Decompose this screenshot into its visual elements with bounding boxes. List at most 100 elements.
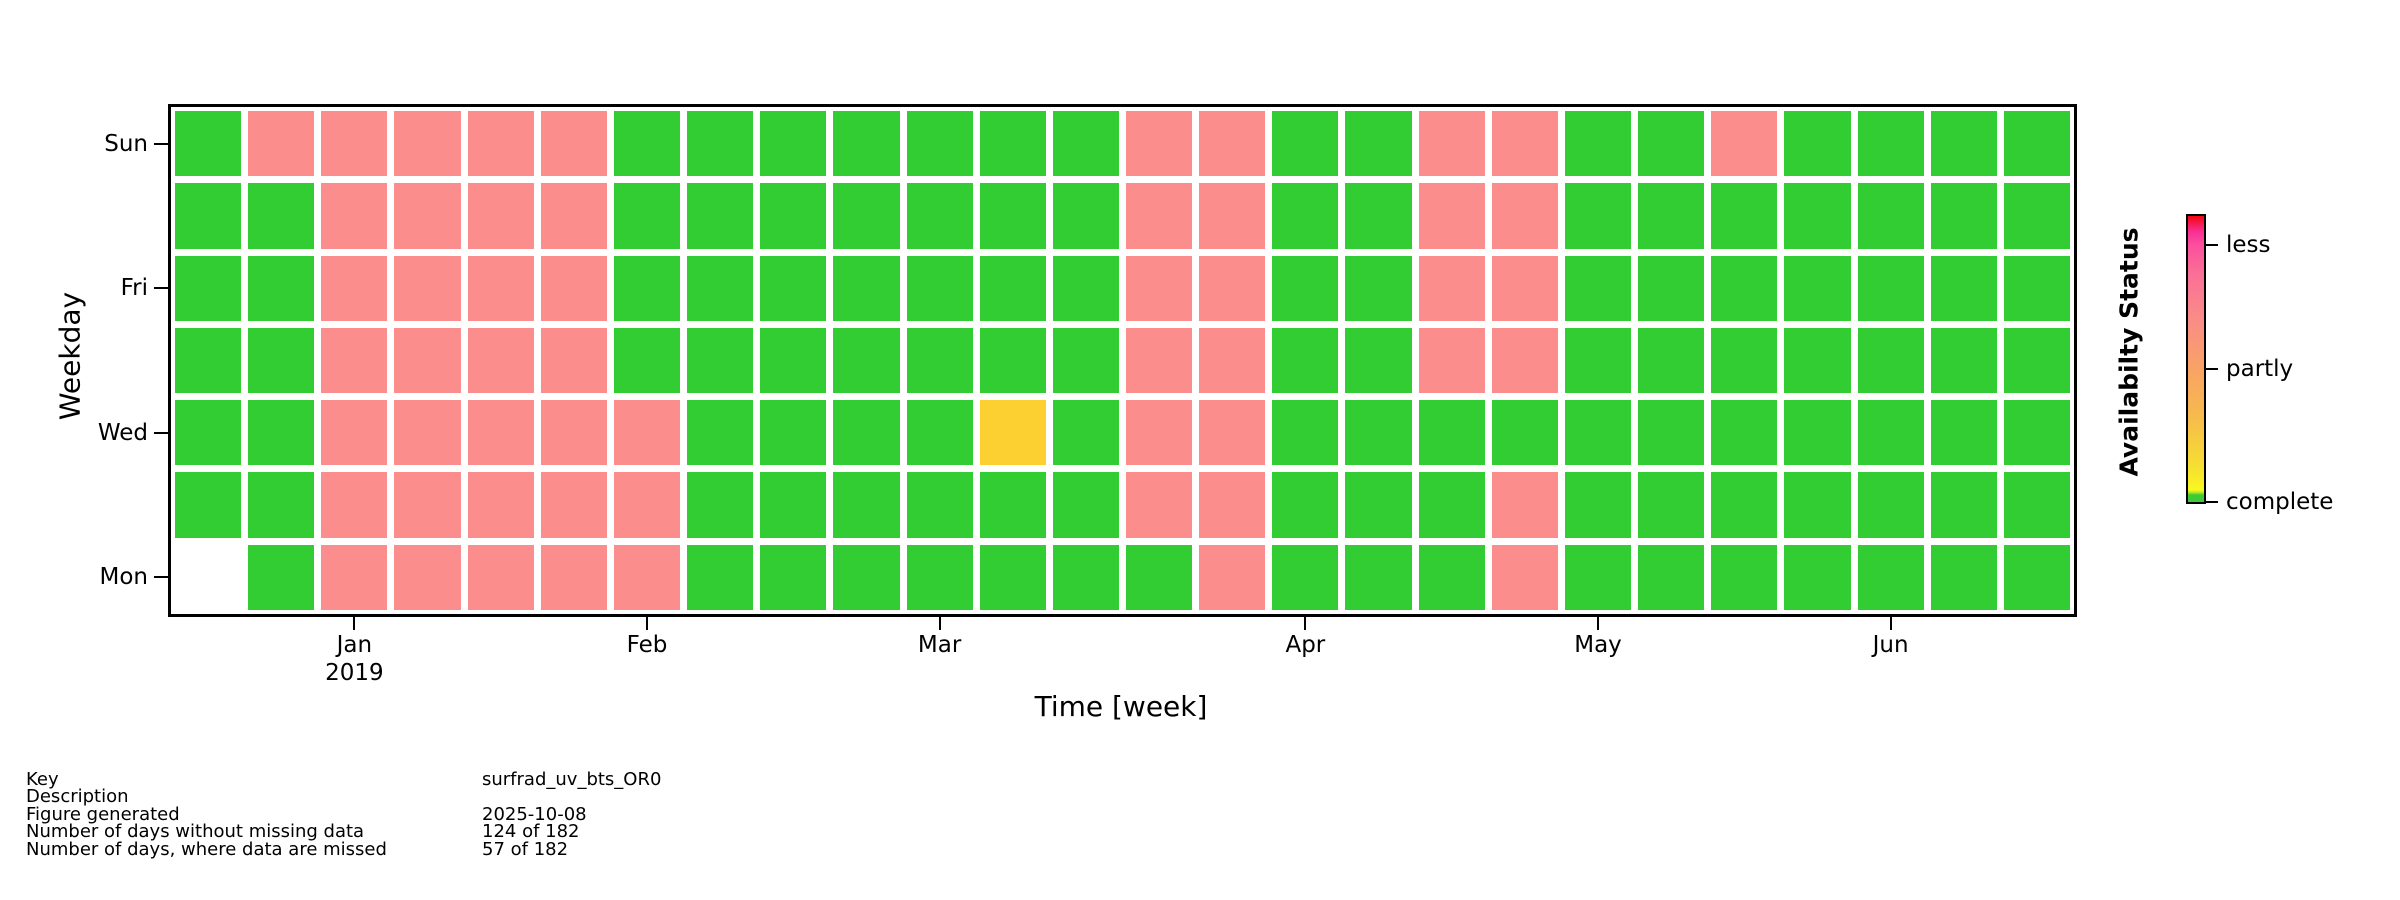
heatmap-cell <box>1199 327 1266 394</box>
heatmap-cell <box>1126 544 1193 610</box>
heatmap-cell <box>1564 400 1632 466</box>
heatmap-cell <box>1930 544 1997 610</box>
x-tick-mark <box>1304 617 1307 630</box>
heatmap-cell <box>1564 472 1632 538</box>
heatmap-cell <box>1199 255 1266 321</box>
x-tick-label: Jan <box>336 632 373 658</box>
y-tick-mark <box>154 287 168 290</box>
heatmap-cell <box>2003 400 2070 466</box>
heatmap-cell <box>1199 400 1266 466</box>
heatmap-cell <box>833 183 900 249</box>
heatmap-cell <box>321 255 388 321</box>
heatmap-cell <box>833 472 900 538</box>
heatmap-cell <box>321 183 388 249</box>
heatmap-cell <box>613 111 681 177</box>
heatmap-cell <box>1564 327 1632 394</box>
heatmap-cell <box>1638 327 1705 394</box>
heatmap-cell <box>1784 327 1851 394</box>
heatmap-cell <box>1272 472 1339 538</box>
heatmap-cell <box>613 183 681 249</box>
heatmap-cell <box>1491 255 1558 321</box>
annotation-row: Number of days without missing data 124 o… <box>26 823 1526 841</box>
heatmap-cell <box>613 472 681 538</box>
annotation-label: Description <box>26 786 129 808</box>
heatmap-cell <box>613 327 681 394</box>
annotation-label: Number of days, where data are missed <box>26 838 387 860</box>
colorbar-tick-mark <box>2206 501 2218 503</box>
heatmap-cell <box>248 400 315 466</box>
heatmap-cell <box>1711 544 1778 610</box>
heatmap-cell <box>1126 111 1193 177</box>
heatmap-cell <box>248 183 315 249</box>
colorbar-tick-mark <box>2206 243 2218 246</box>
x-tick-mark <box>938 617 941 630</box>
heatmap-cell <box>1199 544 1266 610</box>
heatmap-cell <box>1491 544 1558 610</box>
heatmap-cell <box>833 111 900 177</box>
heatmap-cell <box>248 255 315 321</box>
heatmap-cell <box>1272 183 1339 249</box>
heatmap-cell <box>833 544 900 610</box>
heatmap-cell <box>1711 327 1778 394</box>
heatmap-cell <box>394 255 461 321</box>
heatmap-cell <box>1711 400 1778 466</box>
x-tick-label: Mar <box>917 632 962 658</box>
annotation-value: 124 of 182 <box>482 821 580 843</box>
heatmap-cell <box>2003 544 2070 610</box>
heatmap-cell <box>175 472 242 538</box>
heatmap-cell <box>467 472 534 538</box>
heatmap-cell <box>1052 183 1119 249</box>
heatmap-cell <box>1784 400 1851 466</box>
heatmap-cell <box>906 255 973 321</box>
heatmap-cell <box>1711 255 1778 321</box>
heatmap-cell <box>1052 400 1119 466</box>
heatmap-cell <box>979 111 1046 177</box>
heatmap-cell <box>1711 111 1778 177</box>
heatmap-cell <box>1930 327 1997 394</box>
heatmap-cell <box>613 544 681 610</box>
heatmap-cell <box>760 255 827 321</box>
heatmap-cell <box>760 400 827 466</box>
x-tick-label: May <box>1574 632 1622 658</box>
heatmap-cell <box>2003 183 2070 249</box>
heatmap-cell <box>1564 183 1632 249</box>
heatmap-cell <box>1345 544 1412 610</box>
heatmap-cell <box>613 400 681 466</box>
heatmap-cell <box>540 472 607 538</box>
heatmap-cell <box>687 183 754 249</box>
heatmap-cell <box>760 472 827 538</box>
heatmap-cell <box>1418 255 1485 321</box>
heatmap-cell <box>1857 255 1924 321</box>
heatmap-cell <box>175 544 242 610</box>
heatmap-cell <box>906 111 973 177</box>
colorbar <box>2186 214 2206 504</box>
heatmap-cell <box>1052 544 1119 610</box>
heatmap-cell <box>1857 400 1924 466</box>
y-axis-label: Weekday <box>53 291 87 421</box>
heatmap-cell <box>1418 183 1485 249</box>
heatmap-cell <box>540 400 607 466</box>
heatmap-cell <box>175 255 242 321</box>
heatmap-cell <box>760 327 827 394</box>
y-tick-label: Wed <box>97 419 148 446</box>
heatmap-cell <box>906 183 973 249</box>
x-tick-label: Jun <box>1872 632 1909 658</box>
heatmap-cell <box>1784 183 1851 249</box>
annotation-row: Key surfrad_uv_bts_OR0 <box>26 771 1526 789</box>
heatmap-cell <box>467 111 534 177</box>
annotation-label: Key <box>26 769 59 790</box>
annotation-value: 2025-10-08 <box>482 803 587 825</box>
heatmap-cell <box>1564 111 1632 177</box>
heatmap-cell <box>979 472 1046 538</box>
heatmap-cell <box>467 400 534 466</box>
heatmap-cell <box>1930 400 1997 466</box>
heatmap-cell <box>321 111 388 177</box>
y-tick-mark <box>154 142 168 145</box>
annotation-row: Number of days, where data are missed 57 … <box>26 838 1526 860</box>
colorbar-tick-label: partly <box>2226 356 2294 382</box>
heatmap-cell <box>833 400 900 466</box>
annotation-row: Figure generated 2025-10-08 <box>26 803 1526 825</box>
heatmap-cell <box>2003 327 2070 394</box>
heatmap-cell <box>1491 400 1558 466</box>
colorbar-tick-label: less <box>2226 231 2271 258</box>
